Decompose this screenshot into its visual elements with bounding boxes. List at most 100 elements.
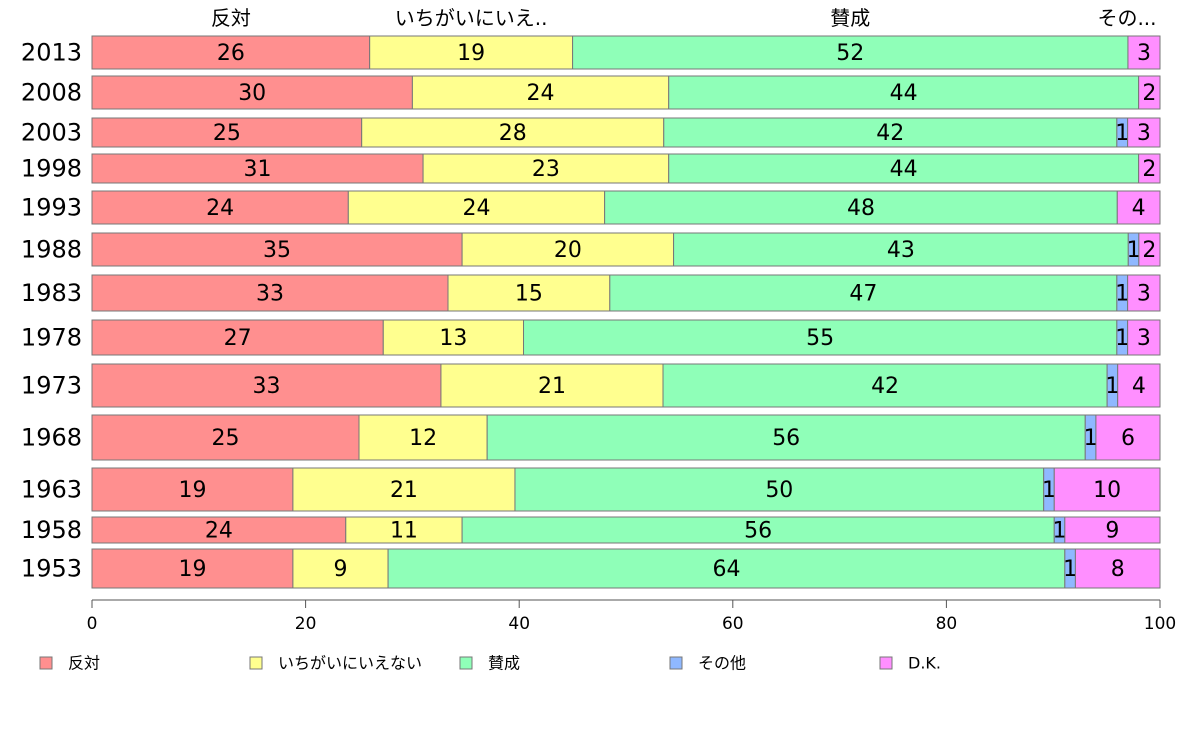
column-header-3: その... — [1097, 6, 1156, 30]
value-label-1978-series-4: 3 — [1137, 326, 1151, 351]
value-label-1953-series-3: 1 — [1063, 557, 1077, 582]
bar-1978-series-1 — [382, 319, 525, 356]
bar-1978-series-0 — [91, 319, 384, 356]
value-label-1968-series-2: 56 — [772, 426, 800, 451]
value-label-2013-series-4: 3 — [1137, 41, 1151, 66]
value-label-1993-series-0: 24 — [206, 196, 234, 221]
bar-2003-series-0 — [91, 117, 363, 148]
legend: 反対 いちがいにいえない 賛成 その他 D.K. — [39, 654, 941, 673]
bar-2008-series-2 — [668, 75, 1140, 110]
value-label-1978-series-2: 55 — [806, 326, 834, 351]
value-label-2008-series-0: 30 — [238, 81, 266, 106]
bar-1953-series-4 — [1074, 548, 1161, 589]
value-label-1953-series-1: 9 — [333, 557, 347, 582]
value-label-1998-series-2: 44 — [890, 157, 918, 182]
value-label-2008-series-2: 44 — [890, 81, 918, 106]
value-label-1983-series-3: 1 — [1115, 282, 1129, 307]
value-label-1958-series-1: 11 — [390, 519, 418, 544]
x-tick-label-0: 0 — [87, 614, 98, 634]
bar-1963-series-4 — [1053, 467, 1161, 512]
bar-1973-series-0 — [91, 363, 442, 408]
x-tick-label-20: 20 — [295, 614, 317, 634]
bar-2013-series-0 — [91, 35, 371, 70]
legend-label-3: その他 — [698, 654, 746, 673]
bar-2003-series-1 — [361, 117, 665, 148]
value-label-1993-series-2: 48 — [847, 196, 875, 221]
bar-1998-series-1 — [422, 153, 670, 184]
value-label-1963-series-2: 50 — [765, 478, 793, 503]
value-label-1998-series-4: 2 — [1142, 157, 1156, 182]
bar-2013-series-1 — [369, 35, 574, 70]
bar-1963-series-2 — [514, 467, 1045, 512]
value-label-1973-series-1: 21 — [538, 374, 566, 399]
bar-1958-series-4 — [1064, 516, 1161, 544]
year-label-1988: 1988 — [21, 236, 82, 264]
bar-1968-series-4 — [1095, 414, 1161, 461]
x-tick-label-60: 60 — [722, 614, 744, 634]
value-label-1958-series-4: 9 — [1105, 519, 1119, 544]
legend-label-0: 反対 — [68, 654, 100, 673]
value-label-1963-series-0: 19 — [178, 478, 206, 503]
value-label-2003-series-4: 3 — [1137, 121, 1151, 146]
bar-2003-series-4 — [1127, 117, 1161, 148]
bars: 26 19 52 330 24 44 225 28 42 1 331 23 44 224 24 48 435 20… — [91, 35, 1161, 589]
legend-swatch-0 — [39, 656, 53, 670]
year-label-2008: 2008 — [21, 79, 82, 107]
legend-label-1: いちがいにいえない — [278, 654, 422, 673]
legend-swatch-4 — [879, 656, 893, 670]
value-label-2003-series-0: 25 — [213, 121, 241, 146]
year-label-1983: 1983 — [21, 279, 82, 307]
bar-1973-series-4 — [1117, 363, 1161, 408]
value-label-1963-series-1: 21 — [390, 478, 418, 503]
bar-1973-series-2 — [662, 363, 1108, 408]
bar-1988-series-2 — [673, 232, 1129, 267]
bar-2008-series-1 — [411, 75, 670, 110]
value-label-1958-series-0: 24 — [205, 519, 233, 544]
value-label-2013-series-1: 19 — [457, 41, 485, 66]
value-label-1973-series-0: 33 — [252, 374, 280, 399]
value-label-1953-series-0: 19 — [178, 557, 206, 582]
legend-swatch-3 — [669, 656, 683, 670]
value-label-1983-series-4: 3 — [1137, 282, 1151, 307]
bar-1958-series-1 — [345, 516, 463, 544]
bar-1978-series-2 — [523, 319, 1118, 356]
value-label-1963-series-4: 10 — [1093, 478, 1121, 503]
bar-1968-series-0 — [91, 414, 360, 461]
bar-1993-series-1 — [347, 190, 606, 225]
bar-1983-series-0 — [91, 274, 449, 312]
bar-1953-series-2 — [387, 548, 1066, 589]
bar-1988-series-1 — [461, 232, 675, 267]
bar-1993-series-0 — [91, 190, 349, 225]
bar-1983-series-2 — [609, 274, 1118, 312]
value-label-1993-series-4: 4 — [1132, 196, 1146, 221]
bar-1993-series-4 — [1116, 190, 1161, 225]
x-axis: 0 20 40 60 80 100 — [87, 599, 1176, 634]
year-labels: 2013 2008 2003 1998 1993 1988 1983 1978 1973 1968… — [21, 39, 82, 583]
value-label-1998-series-0: 31 — [244, 157, 272, 182]
value-label-1993-series-1: 24 — [462, 196, 490, 221]
value-label-1968-series-1: 12 — [409, 426, 437, 451]
year-label-1998: 1998 — [21, 155, 82, 183]
value-label-1973-series-3: 1 — [1105, 374, 1119, 399]
value-label-1988-series-3: 1 — [1127, 238, 1141, 263]
value-label-1963-series-3: 1 — [1042, 478, 1056, 503]
legend-label-2: 賛成 — [488, 654, 520, 673]
bar-1963-series-1 — [292, 467, 516, 512]
value-label-1968-series-4: 6 — [1121, 426, 1135, 451]
bar-1973-series-1 — [440, 363, 664, 408]
value-label-1958-series-2: 56 — [744, 519, 772, 544]
bar-1968-series-2 — [486, 414, 1086, 461]
value-label-1983-series-1: 15 — [515, 282, 543, 307]
bar-2003-series-2 — [663, 117, 1118, 148]
column-header-2: 賛成 — [830, 6, 870, 30]
value-label-1988-series-4: 2 — [1142, 238, 1156, 263]
value-label-1953-series-4: 8 — [1111, 557, 1125, 582]
year-label-2003: 2003 — [21, 119, 82, 147]
bar-1998-series-4 — [1138, 153, 1161, 184]
bar-2008-series-0 — [91, 75, 413, 110]
x-tick-label-100: 100 — [1144, 614, 1176, 634]
value-label-1978-series-3: 1 — [1115, 326, 1129, 351]
legend-label-4: D.K. — [908, 654, 941, 673]
bar-2013-series-4 — [1127, 35, 1161, 70]
